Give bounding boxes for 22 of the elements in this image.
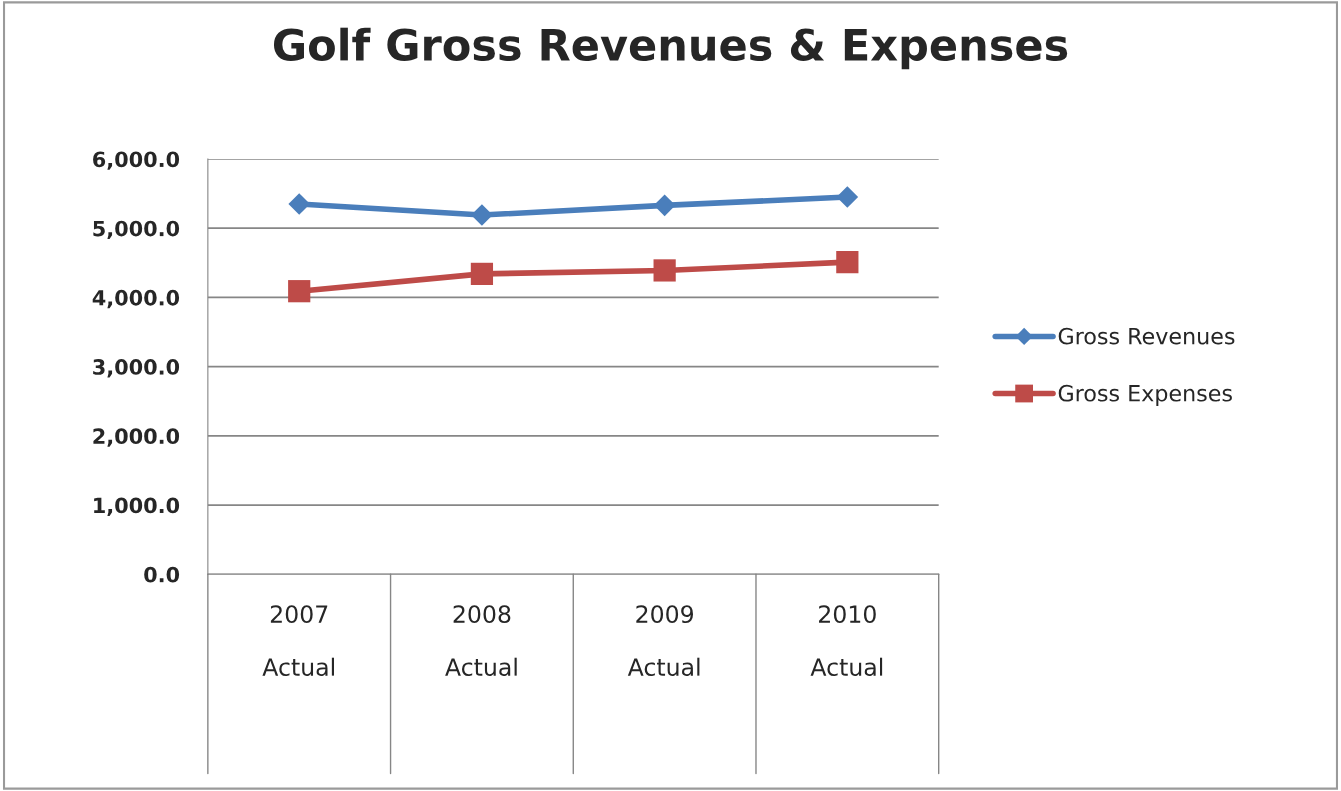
y-tick-label: 6,000.0	[93, 151, 180, 170]
y-tick-label: 5,000.0	[93, 220, 180, 240]
point	[288, 193, 311, 215]
y-tick-label: 0.0	[144, 566, 180, 583]
point	[836, 186, 859, 208]
category-label: 2007 Actual	[262, 605, 334, 676]
point	[653, 194, 676, 217]
y-tick-label: 3,000.0	[93, 359, 180, 378]
legend-label: Gross Revenues	[1058, 327, 1235, 345]
y-tick-label: 4,000.0	[92, 289, 180, 309]
category-label: 2010 Actual	[810, 605, 883, 676]
point	[471, 204, 493, 226]
y-tick-label: 2,000.0	[93, 428, 180, 447]
point	[288, 280, 311, 303]
category-label: 2008 Actual	[445, 605, 517, 676]
point	[836, 251, 859, 274]
point	[653, 259, 676, 282]
legend-label: Gross Expenses	[1058, 384, 1232, 406]
point	[470, 262, 494, 285]
y-tick-label: 1,000.0	[94, 497, 180, 516]
chart-title: Golf Gross Revenues & Expenses	[273, 27, 1068, 70]
category-label: 2009 Actual	[627, 605, 700, 676]
